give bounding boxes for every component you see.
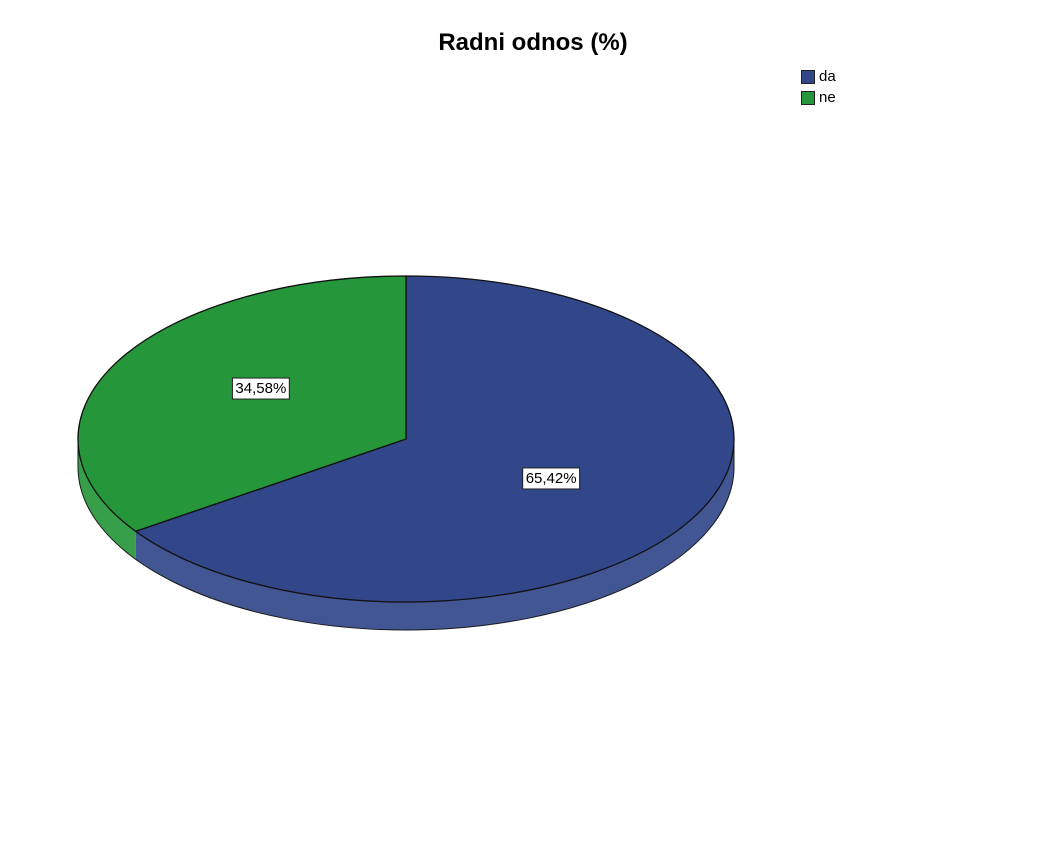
- chart-title: Radni odnos (%): [438, 29, 628, 56]
- legend-item-da: da: [801, 66, 836, 87]
- pie-slice-da: [134, 275, 735, 603]
- pie-slice-side-da: [135, 439, 734, 630]
- data-label-da: 65,42%: [522, 467, 581, 490]
- data-label-ne: 34,58%: [231, 377, 290, 400]
- svg-text:65,42%: 65,42%: [526, 470, 577, 487]
- legend-label-da: da: [819, 68, 836, 85]
- legend-item-ne: ne: [801, 87, 836, 108]
- legend: da ne: [801, 66, 836, 108]
- legend-swatch-da: [801, 69, 815, 84]
- legend-swatch-ne: [801, 90, 815, 105]
- pie-slice-ne: [77, 275, 407, 533]
- pie-side-outline: [77, 439, 735, 631]
- svg-text:34,58%: 34,58%: [235, 380, 286, 397]
- legend-label-ne: ne: [819, 89, 836, 106]
- pie-slice-side-ne: [78, 439, 136, 560]
